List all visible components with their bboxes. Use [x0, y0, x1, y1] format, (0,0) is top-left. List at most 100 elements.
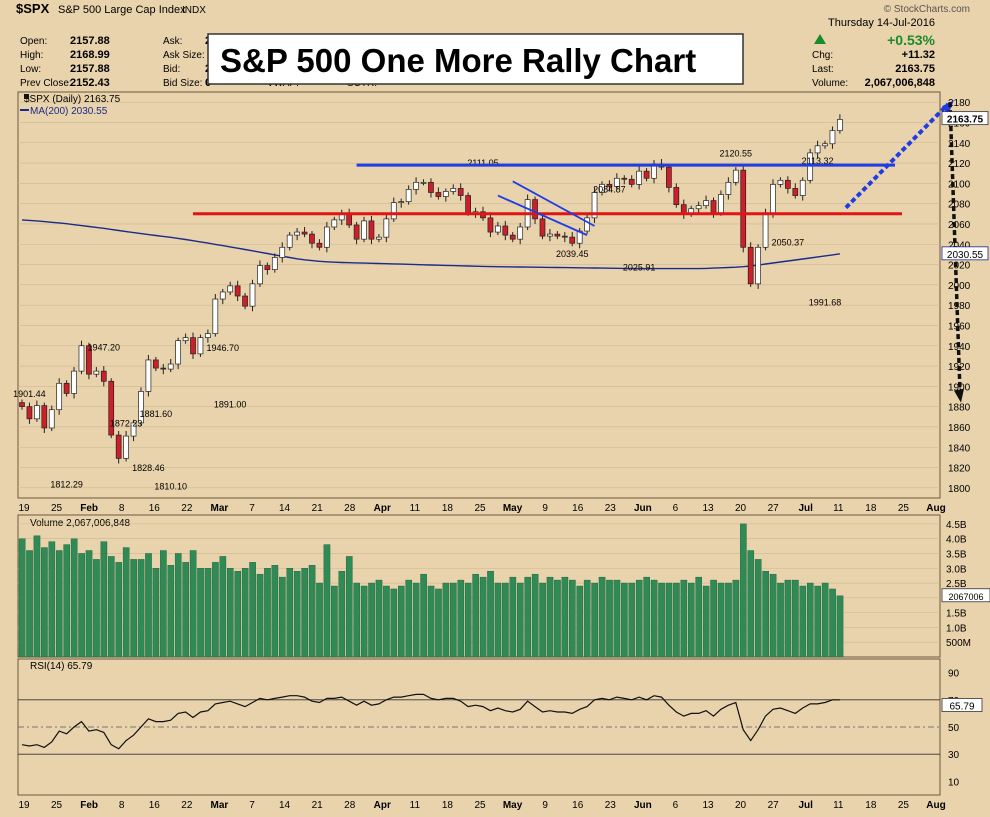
price-candle — [86, 345, 92, 375]
price-candle — [78, 345, 85, 372]
exchange-label: INDX — [182, 5, 206, 16]
rsi-x-label: 19 — [18, 800, 30, 811]
price-x-label: May — [503, 503, 523, 514]
price-x-label: 18 — [442, 503, 454, 514]
price-x-label: 8 — [119, 503, 125, 514]
price-tick-label: 1880 — [948, 403, 971, 414]
price-candle — [368, 220, 375, 240]
volume-bar — [85, 550, 93, 658]
volume-bar — [360, 585, 368, 658]
quote-label: Bid: — [163, 64, 180, 75]
volume-bar — [412, 582, 420, 658]
volume-bar — [777, 582, 784, 658]
volume-bar — [63, 544, 71, 658]
price-candle — [242, 295, 248, 307]
rsi-x-label: 7 — [249, 800, 255, 811]
volume-legend: Volume 2,067,006,848 — [30, 518, 131, 529]
price-candle — [442, 191, 449, 197]
price-candle — [554, 233, 561, 237]
price-candle — [398, 201, 405, 203]
ma-legend: MA(200) 2030.55 — [30, 106, 108, 117]
rsi-x-label: 14 — [279, 800, 291, 811]
volume-bar — [145, 553, 152, 658]
volume-bar — [687, 582, 695, 658]
price-candle — [301, 231, 308, 235]
price-annotation: 2084.87 — [593, 185, 626, 195]
price-candle — [63, 382, 70, 394]
volume-bar — [494, 582, 502, 658]
rsi-x-label: Apr — [374, 800, 391, 811]
price-x-label: 23 — [605, 503, 617, 514]
volume-tick-label: 1.0B — [946, 623, 967, 634]
price-annotation: 1872.23 — [110, 419, 143, 429]
price-candle — [569, 236, 576, 244]
volume-bar — [398, 585, 405, 658]
rsi-x-label: Jun — [634, 800, 652, 811]
price-candle — [48, 409, 55, 429]
price-tick-label: 1900 — [948, 382, 971, 393]
volume-bar — [524, 576, 532, 658]
price-candle — [584, 217, 590, 232]
price-x-label: 25 — [51, 503, 63, 514]
price-x-label: 19 — [18, 503, 30, 514]
price-candle — [145, 359, 152, 392]
rsi-x-label: 20 — [735, 800, 747, 811]
rsi-legend: RSI(14) 65.79 — [30, 661, 93, 672]
volume-bar — [249, 562, 256, 658]
price-candle — [257, 265, 263, 285]
volume-tick-label: 1.5B — [946, 609, 967, 620]
volume-bar — [234, 571, 242, 658]
volume-bar — [792, 579, 799, 658]
volume-bar — [93, 559, 100, 658]
price-candle — [190, 337, 196, 355]
price-annotation: 2050.37 — [772, 238, 805, 248]
quote-value: +11.32 — [902, 49, 935, 61]
volume-bar — [717, 582, 725, 658]
volume-bar — [241, 568, 249, 658]
price-candle — [316, 242, 323, 248]
volume-bar — [665, 582, 673, 658]
price-candle — [785, 179, 791, 189]
price-candle — [732, 169, 739, 183]
rsi-tag: 65.79 — [949, 702, 974, 713]
price-x-label: 14 — [279, 503, 291, 514]
projection-up-arrow — [844, 102, 950, 210]
price-candle — [770, 184, 776, 214]
price-candle — [599, 184, 605, 193]
volume-tick-label: 500M — [946, 638, 971, 649]
ma-tag: 2030.55 — [947, 250, 984, 261]
price-candle — [175, 340, 181, 365]
price-candle — [450, 188, 457, 192]
volume-bar — [457, 579, 465, 658]
volume-bar — [264, 568, 271, 658]
price-annotation: 2120.55 — [720, 148, 753, 158]
volume-bar — [509, 576, 517, 658]
volume-bar — [613, 579, 621, 658]
volume-frame — [17, 514, 941, 658]
rsi-line — [21, 693, 840, 750]
volume-bar — [725, 582, 732, 658]
price-candle — [613, 177, 620, 187]
volume-bar — [621, 582, 628, 658]
price-x-label: 9 — [542, 503, 548, 514]
price-x-label: 11 — [410, 503, 421, 514]
price-annotation: 1891.00 — [214, 399, 247, 409]
quote-label: Last: — [812, 64, 834, 75]
rsi-x-label: 25 — [898, 800, 910, 811]
price-candle — [249, 283, 256, 307]
price-x-label: 13 — [702, 503, 714, 514]
volume-bar — [732, 579, 740, 658]
volume-bar — [279, 576, 286, 658]
price-candle — [718, 194, 724, 214]
price-candle — [495, 225, 501, 233]
price-candle — [34, 405, 40, 420]
price-candle — [138, 391, 144, 424]
price-x-label: 6 — [673, 503, 679, 514]
price-candle — [390, 202, 397, 220]
volume-bar — [740, 523, 747, 658]
volume-tag-box — [941, 588, 990, 603]
price-candle — [725, 181, 732, 195]
quote-value: 2152.43 — [70, 77, 110, 89]
volume-bar — [18, 538, 26, 658]
volume-bar — [78, 553, 85, 658]
